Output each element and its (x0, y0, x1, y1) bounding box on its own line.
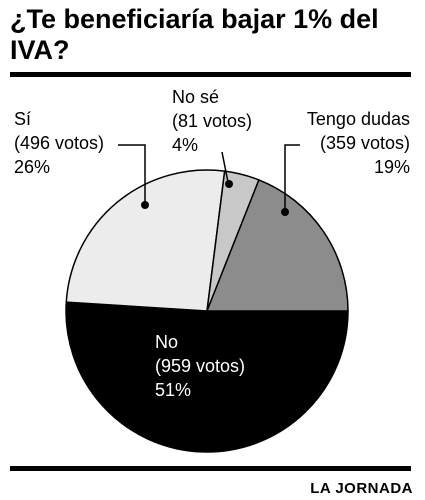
slice-label: Tengo dudas (307, 109, 410, 129)
vote-label: (81 votos) (172, 111, 252, 131)
leader-line (284, 144, 300, 210)
leader-dot (225, 180, 233, 188)
title-rule (10, 72, 411, 77)
slice-label: No sé (172, 87, 219, 107)
pie-slice (65, 169, 226, 312)
value-label: 51% (155, 380, 191, 400)
pie-slice (205, 178, 349, 312)
leader-dot (141, 201, 149, 209)
pie (65, 169, 349, 453)
slice-label: Sí (14, 109, 31, 129)
leader-line (118, 144, 146, 203)
value-label: 4% (172, 135, 198, 155)
leader-line (221, 151, 229, 183)
vote-label: (959 votos) (155, 356, 245, 376)
pie-slice (65, 301, 349, 453)
source: LA JORNADA (310, 480, 413, 497)
leaders (118, 144, 300, 210)
value-label: 19% (374, 157, 410, 177)
value-label: 26% (14, 157, 50, 177)
vote-label: (359 votos) (320, 133, 410, 153)
labels: No (959 votos) 51% Sí (496 votos) 26% No sé (81… (14, 87, 410, 400)
slice-label: No (155, 332, 178, 352)
leader-dot (281, 208, 289, 216)
leader-dots (141, 180, 289, 216)
vote-label: (496 votos) (14, 133, 104, 153)
footer-rule (10, 466, 411, 471)
chart-title: ¿Te beneficiaría bajar 1% del IVA? (10, 4, 379, 65)
